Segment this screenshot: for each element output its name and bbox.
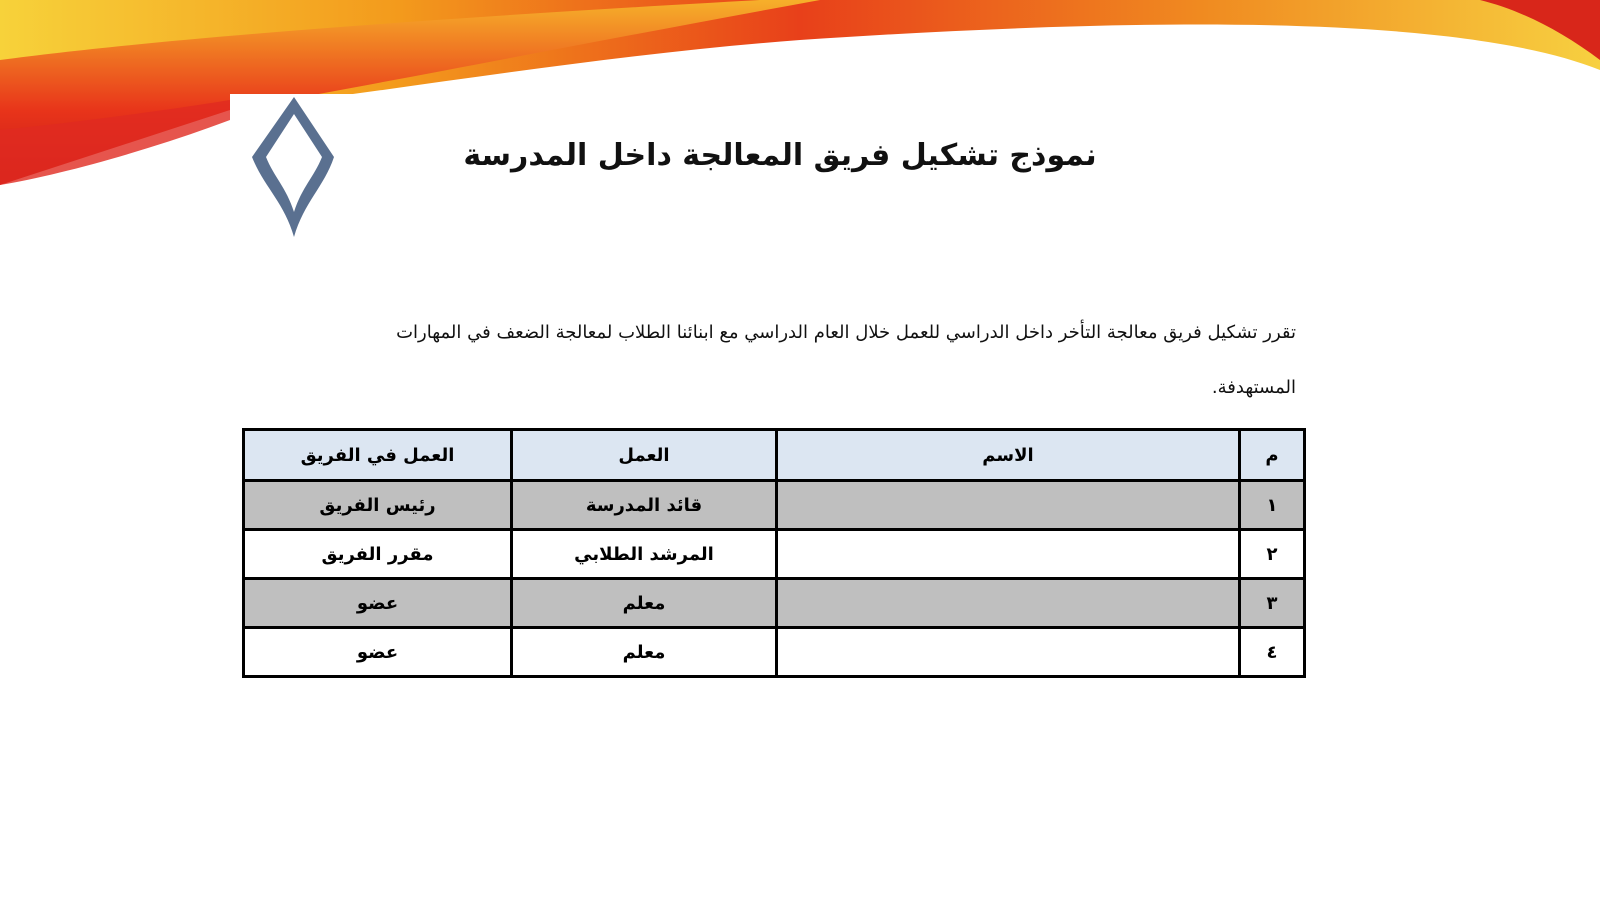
header-name: الاسم: [775, 428, 1241, 482]
page-title: نموذج تشكيل فريق المعالجة داخل المدرسة: [463, 138, 1097, 173]
emblem-logo-icon: [252, 97, 334, 237]
cell-name: [775, 479, 1241, 531]
cell-job: معلم: [510, 577, 778, 629]
cell-role: عضو: [242, 626, 513, 678]
cell-number: ٤: [1238, 626, 1306, 678]
table-row: ٣ معلم عضو: [242, 577, 1306, 629]
cell-name: [775, 577, 1241, 629]
cell-job: قائد المدرسة: [510, 479, 778, 531]
table-header-row: م الاسم العمل العمل في الفريق: [242, 428, 1306, 482]
cell-role: رئيس الفريق: [242, 479, 513, 531]
cell-number: ١: [1238, 479, 1306, 531]
cell-role: عضو: [242, 577, 513, 629]
header-job: العمل: [510, 428, 778, 482]
header-number: م: [1238, 428, 1306, 482]
table-row: ١ قائد المدرسة رئيس الفريق: [242, 479, 1306, 531]
cell-number: ٢: [1238, 528, 1306, 580]
table-row: ٢ المرشد الطلابي مقرر الفريق: [242, 528, 1306, 580]
cell-job: المرشد الطلابي: [510, 528, 778, 580]
intro-paragraph: تقرر تشكيل فريق معالجة التأخر داخل الدرا…: [396, 322, 1296, 398]
cell-number: ٣: [1238, 577, 1306, 629]
cell-job: معلم: [510, 626, 778, 678]
cell-name: [775, 528, 1241, 580]
team-table: م الاسم العمل العمل في الفريق ١ قائد الم…: [242, 428, 1306, 678]
header-team-role: العمل في الفريق: [242, 428, 513, 482]
table-row: ٤ معلم عضو: [242, 626, 1306, 678]
cell-name: [775, 626, 1241, 678]
decorative-swoosh-banner: [0, 0, 1600, 185]
cell-role: مقرر الفريق: [242, 528, 513, 580]
